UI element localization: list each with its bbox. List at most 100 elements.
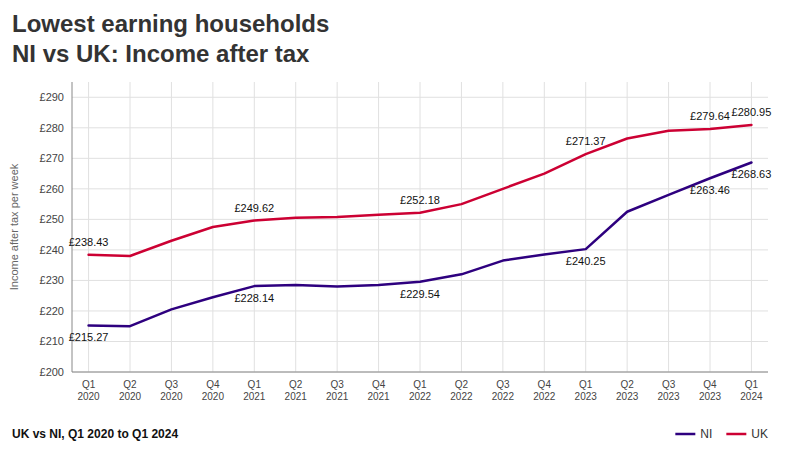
x-tick-label: Q42021 xyxy=(367,379,390,402)
data-label: £229.54 xyxy=(400,288,440,300)
x-tick-label-line: Q1 xyxy=(413,379,427,390)
x-tick-label-line: 2023 xyxy=(699,391,722,402)
y-tick-label: £260 xyxy=(40,183,64,195)
x-tick-label-line: Q3 xyxy=(662,379,676,390)
x-tick-label-line: Q4 xyxy=(538,379,552,390)
x-tick-label-line: 2022 xyxy=(533,391,556,402)
x-tick-label-line: 2021 xyxy=(243,391,266,402)
x-tick-label-line: Q1 xyxy=(248,379,262,390)
x-tick-label: Q22023 xyxy=(616,379,639,402)
x-tick-label-line: Q3 xyxy=(496,379,510,390)
x-grid-line xyxy=(668,82,669,372)
x-grid-line xyxy=(420,82,421,372)
x-tick-label: Q32023 xyxy=(657,379,680,402)
legend-label: NI xyxy=(700,427,712,441)
x-tick-label-line: Q4 xyxy=(372,379,386,390)
x-tick-label-line: 2020 xyxy=(202,391,225,402)
x-tick-label: Q42023 xyxy=(699,379,722,402)
data-label: £279.64 xyxy=(690,110,730,122)
data-label: £215.27 xyxy=(69,331,109,343)
x-tick-label-line: Q2 xyxy=(455,379,469,390)
subtitle: UK vs NI, Q1 2020 to Q1 2024 xyxy=(12,427,178,441)
x-tick-label-line: 2022 xyxy=(450,391,473,402)
x-grid-line xyxy=(710,82,711,372)
x-tick-label-line: Q4 xyxy=(206,379,220,390)
chart: Lowest earning householdsNI vs UK: Incom… xyxy=(0,0,800,451)
x-grid-line xyxy=(378,82,379,372)
x-grid-line xyxy=(295,82,296,372)
data-label: £252.18 xyxy=(400,194,440,206)
data-label: £268.63 xyxy=(732,168,772,180)
x-tick-label: Q12023 xyxy=(575,379,598,402)
y-tick-label: £270 xyxy=(40,152,64,164)
data-label: £240.25 xyxy=(566,255,606,267)
legend-swatch xyxy=(726,433,746,436)
grid xyxy=(72,82,768,372)
x-tick-label-line: 2021 xyxy=(326,391,349,402)
y-tick-label: £280 xyxy=(40,122,64,134)
x-tick-label: Q32020 xyxy=(160,379,183,402)
y-tick-label: £240 xyxy=(40,244,64,256)
x-tick-label: Q22020 xyxy=(119,379,142,402)
x-grid-line xyxy=(337,82,338,372)
data-label: £249.62 xyxy=(234,202,274,214)
x-grid-line xyxy=(171,82,172,372)
x-tick-label-line: 2023 xyxy=(657,391,680,402)
x-tick-label: Q12021 xyxy=(243,379,266,402)
y-axis-line xyxy=(72,82,73,372)
x-tick-label-line: 2022 xyxy=(409,391,432,402)
x-tick-label-line: 2020 xyxy=(77,391,100,402)
x-tick-label-line: Q2 xyxy=(620,379,634,390)
y-tick-label: £210 xyxy=(40,335,64,347)
x-tick-label: Q12024 xyxy=(740,379,763,402)
legend-label: UK xyxy=(751,427,768,441)
x-tick-label: Q12020 xyxy=(77,379,100,402)
x-grid-line xyxy=(502,82,503,372)
x-tick-label-line: Q2 xyxy=(289,379,303,390)
x-axis-line xyxy=(72,372,768,373)
x-tick-label-line: 2020 xyxy=(160,391,183,402)
x-tick-label: Q32021 xyxy=(326,379,349,402)
x-grid-line xyxy=(461,82,462,372)
x-grid-line xyxy=(585,82,586,372)
x-tick-label-line: Q1 xyxy=(579,379,593,390)
x-tick-label: Q42022 xyxy=(533,379,556,402)
data-label: £263.46 xyxy=(690,184,730,196)
x-tick-label-line: 2020 xyxy=(119,391,142,402)
x-tick-label: Q32022 xyxy=(492,379,515,402)
data-label: £280.95 xyxy=(732,106,772,118)
x-tick-label-line: 2022 xyxy=(492,391,515,402)
x-grid-line xyxy=(254,82,255,372)
y-tick-label: £230 xyxy=(40,274,64,286)
title: NI vs UK: Income after tax xyxy=(12,40,310,67)
x-tick-label-line: 2023 xyxy=(575,391,598,402)
x-tick-label-line: 2021 xyxy=(367,391,390,402)
x-grid-line xyxy=(627,82,628,372)
x-tick-label-line: Q1 xyxy=(745,379,759,390)
x-tick-label: Q22022 xyxy=(450,379,473,402)
data-label: £228.14 xyxy=(234,292,274,304)
x-tick-label-line: Q3 xyxy=(165,379,179,390)
x-tick-label-line: Q1 xyxy=(82,379,96,390)
x-grid-line xyxy=(130,82,131,372)
legend: UK NI xyxy=(675,427,768,441)
data-label: £238.43 xyxy=(69,236,109,248)
x-tick-label-line: 2023 xyxy=(616,391,639,402)
x-tick-label-line: Q4 xyxy=(703,379,717,390)
y-tick-label: £200 xyxy=(40,366,64,378)
x-tick-label-line: 2021 xyxy=(285,391,308,402)
series-line xyxy=(89,163,752,327)
legend-swatch xyxy=(675,433,695,436)
x-tick-label-line: Q2 xyxy=(123,379,137,390)
y-axis-label: Income after tax per week xyxy=(8,163,20,290)
x-tick-label: Q22021 xyxy=(285,379,308,402)
x-grid-line xyxy=(544,82,545,372)
series-line xyxy=(89,125,752,256)
y-tick-label: £220 xyxy=(40,305,64,317)
plot-area xyxy=(89,125,752,326)
y-grid-line xyxy=(72,372,768,373)
data-label: £271.37 xyxy=(566,135,606,147)
x-tick-label-line: Q3 xyxy=(330,379,344,390)
x-grid-line xyxy=(88,82,89,372)
x-tick-label: Q42020 xyxy=(202,379,225,402)
